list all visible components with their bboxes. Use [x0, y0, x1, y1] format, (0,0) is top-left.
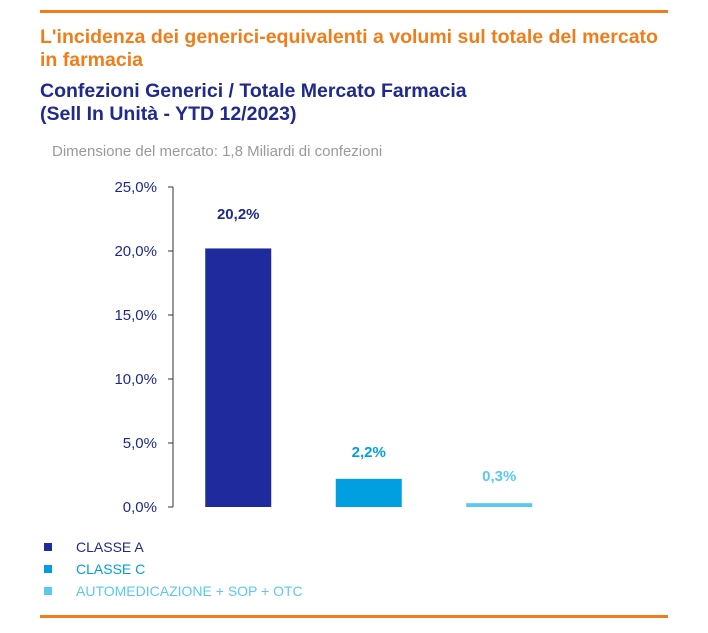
legend-swatch: [44, 587, 52, 595]
y-tick-label: 10,0%: [114, 371, 157, 388]
subtitle-line-2: (Sell In Unità - YTD 12/2023): [40, 103, 297, 125]
data-label: 20,2%: [217, 206, 260, 223]
subtitle-line-1: Confezioni Generici / Totale Mercato Far…: [40, 80, 467, 102]
data-label: 2,2%: [352, 444, 386, 461]
legend-label: AUTOMEDICAZIONE + SOP + OTC: [76, 583, 303, 599]
bar: [335, 478, 402, 507]
chart-legend: CLASSE A CLASSE C AUTOMEDICAZIONE + SOP + …: [44, 536, 644, 602]
legend-swatch: [44, 543, 52, 551]
y-tick-label: 5,0%: [123, 435, 157, 452]
y-tick-label: 0,0%: [123, 499, 157, 516]
legend-item: CLASSE C: [44, 558, 644, 580]
chart-title: L'incidenza dei generici-equivalenti a v…: [40, 26, 658, 71]
y-tick-label: 15,0%: [114, 307, 157, 324]
y-tick-label: 25,0%: [114, 179, 157, 196]
legend-label: CLASSE A: [76, 539, 144, 555]
legend-swatch: [44, 565, 52, 573]
market-size-note: Dimensione del mercato: 1,8 Miliardi di …: [52, 143, 383, 160]
top-rule: [40, 10, 668, 13]
bottom-rule: [40, 615, 668, 618]
bar: [205, 248, 272, 507]
bar: [466, 503, 533, 507]
chart-subtitle: Confezioni Generici / Totale Mercato Far…: [40, 80, 660, 126]
legend-label: CLASSE C: [76, 561, 146, 577]
legend-item: AUTOMEDICAZIONE + SOP + OTC: [44, 580, 644, 602]
y-tick-label: 20,0%: [114, 243, 157, 260]
legend-item: CLASSE A: [44, 536, 644, 558]
data-label: 0,3%: [482, 468, 516, 485]
